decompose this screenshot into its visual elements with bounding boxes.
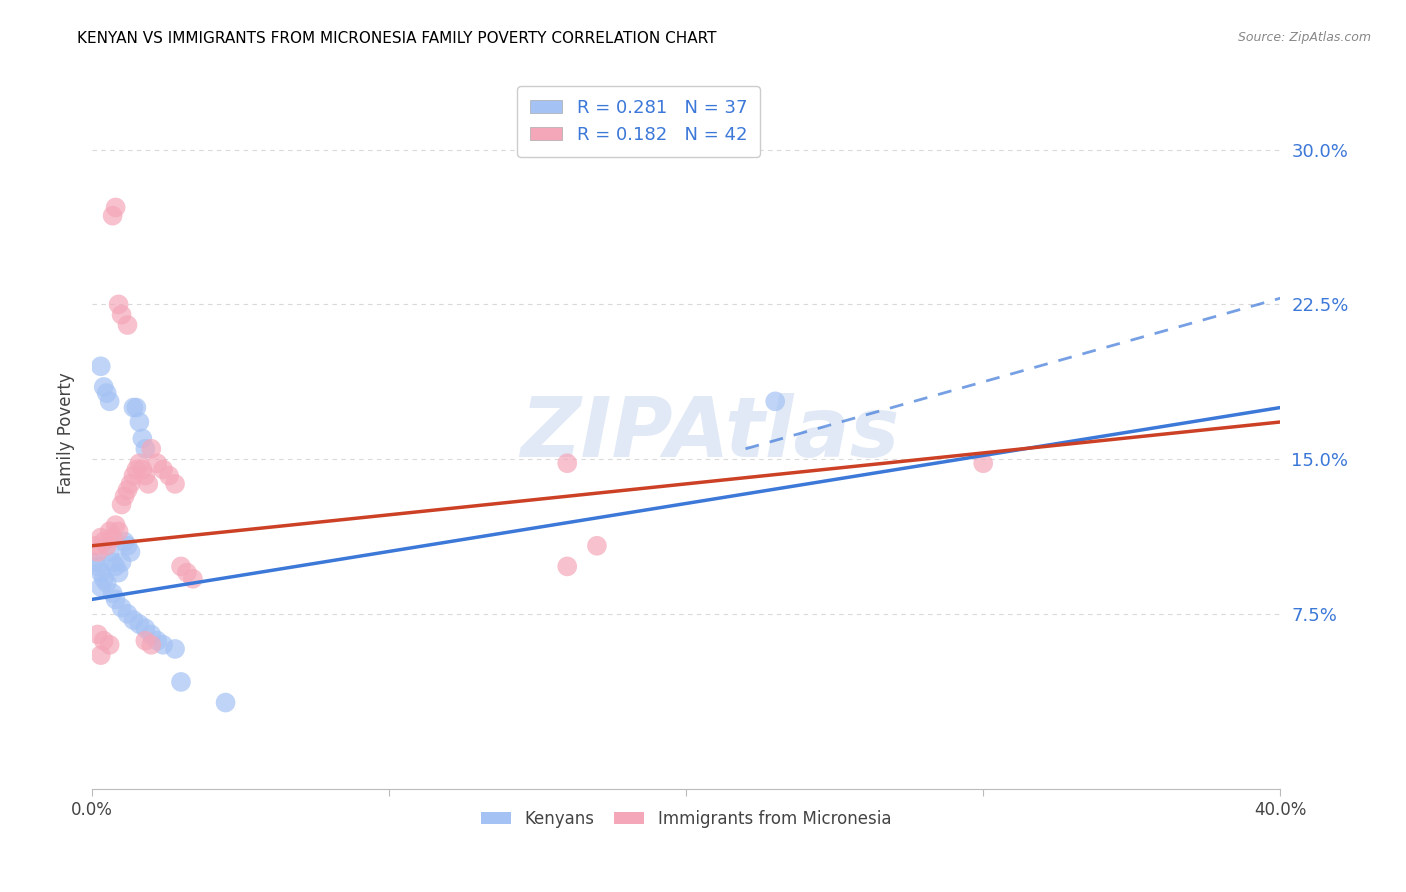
Point xyxy=(134,621,156,635)
Point xyxy=(163,641,186,656)
Point xyxy=(214,696,236,710)
Point xyxy=(117,318,139,332)
Point xyxy=(122,468,145,483)
Point xyxy=(96,575,118,590)
Point xyxy=(90,580,112,594)
Point xyxy=(181,572,204,586)
Point xyxy=(555,456,578,470)
Point xyxy=(131,462,153,476)
Point xyxy=(763,394,786,409)
Point xyxy=(141,638,163,652)
Point xyxy=(96,539,118,553)
Point xyxy=(96,386,118,401)
Point xyxy=(125,401,148,415)
Point xyxy=(110,555,132,569)
Point xyxy=(120,476,142,491)
Point xyxy=(98,524,121,539)
Point xyxy=(93,380,115,394)
Text: KENYAN VS IMMIGRANTS FROM MICRONESIA FAMILY POVERTY CORRELATION CHART: KENYAN VS IMMIGRANTS FROM MICRONESIA FAM… xyxy=(77,31,717,46)
Point xyxy=(98,394,121,409)
Point xyxy=(128,456,150,470)
Point xyxy=(170,675,193,690)
Point xyxy=(110,308,132,322)
Point xyxy=(136,476,159,491)
Point xyxy=(104,201,127,215)
Point xyxy=(93,534,115,549)
Point xyxy=(134,468,156,483)
Point xyxy=(90,566,112,580)
Point xyxy=(176,566,198,580)
Point xyxy=(107,297,129,311)
Point xyxy=(90,531,112,545)
Point xyxy=(87,559,110,574)
Point xyxy=(152,462,174,476)
Point xyxy=(134,633,156,648)
Point xyxy=(128,617,150,632)
Point xyxy=(131,432,153,446)
Point xyxy=(104,592,127,607)
Point xyxy=(134,442,156,456)
Point xyxy=(586,539,609,553)
Point xyxy=(128,415,150,429)
Point xyxy=(104,518,127,533)
Y-axis label: Family Poverty: Family Poverty xyxy=(58,373,75,494)
Point xyxy=(101,531,124,545)
Point xyxy=(120,545,142,559)
Point xyxy=(146,456,169,470)
Point xyxy=(83,555,105,569)
Point xyxy=(87,545,110,559)
Point xyxy=(152,638,174,652)
Point xyxy=(83,539,105,553)
Point xyxy=(114,534,136,549)
Text: Source: ZipAtlas.com: Source: ZipAtlas.com xyxy=(1237,31,1371,45)
Point xyxy=(117,539,139,553)
Point xyxy=(101,555,124,569)
Point xyxy=(141,627,163,641)
Point xyxy=(157,468,180,483)
Point xyxy=(146,633,169,648)
Point xyxy=(114,489,136,503)
Point xyxy=(110,498,132,512)
Point xyxy=(141,442,163,456)
Point xyxy=(107,524,129,539)
Point xyxy=(90,648,112,662)
Point xyxy=(98,638,121,652)
Legend: Kenyans, Immigrants from Micronesia: Kenyans, Immigrants from Micronesia xyxy=(474,803,898,834)
Point xyxy=(163,476,186,491)
Point xyxy=(110,600,132,615)
Point xyxy=(90,359,112,374)
Point xyxy=(117,483,139,497)
Point xyxy=(122,401,145,415)
Point xyxy=(555,559,578,574)
Point xyxy=(93,633,115,648)
Text: ZIPAtlas: ZIPAtlas xyxy=(520,392,900,474)
Point xyxy=(117,607,139,621)
Point xyxy=(101,209,124,223)
Point xyxy=(122,613,145,627)
Point xyxy=(125,462,148,476)
Point xyxy=(87,627,110,641)
Point xyxy=(170,559,193,574)
Point xyxy=(972,456,994,470)
Point xyxy=(107,566,129,580)
Point xyxy=(104,559,127,574)
Point xyxy=(98,545,121,559)
Point xyxy=(101,586,124,600)
Point xyxy=(93,572,115,586)
